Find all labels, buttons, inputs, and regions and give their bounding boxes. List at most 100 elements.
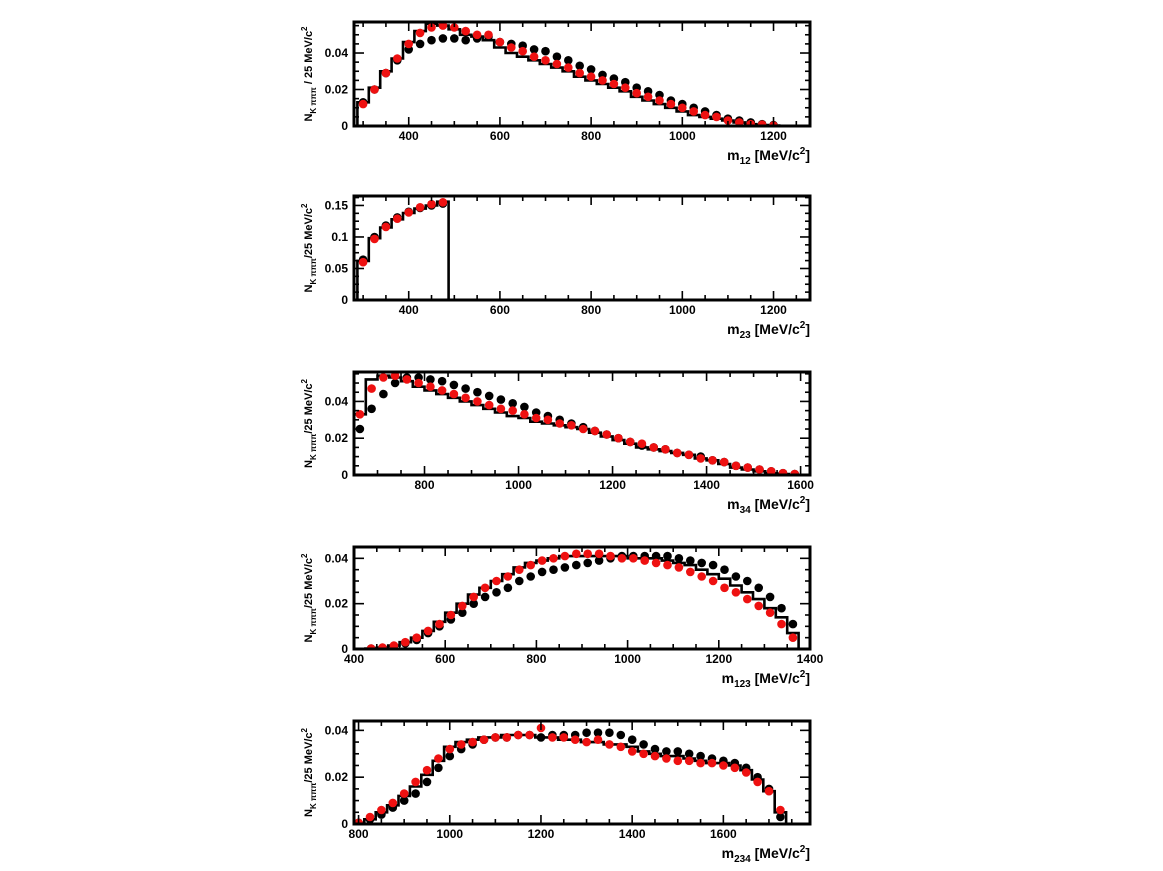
data-point-red	[526, 560, 535, 570]
data-point-black	[720, 565, 729, 574]
data-point-red	[456, 740, 466, 749]
data-point-red	[700, 110, 710, 120]
data-point-black	[399, 796, 409, 805]
plot-frame	[352, 719, 812, 826]
data-point-black	[422, 777, 432, 787]
x-tick-label: 1200	[528, 827, 555, 841]
data-point-red	[388, 798, 398, 808]
data-point-red	[518, 46, 527, 56]
series-black	[355, 373, 799, 475]
data-point-red	[625, 437, 635, 447]
data-point-red	[434, 754, 443, 763]
x-tick-label: 800	[581, 129, 601, 143]
data-point-black	[582, 728, 591, 737]
data-point-red	[696, 758, 705, 768]
data-point-black	[743, 576, 752, 586]
data-point-red	[415, 203, 425, 212]
data-point-red	[548, 733, 557, 742]
data-point-red	[537, 556, 547, 565]
x-label-xlabel_main: m	[727, 147, 739, 163]
data-point-red	[560, 551, 570, 561]
x-tick-label: 1000	[669, 129, 696, 143]
data-point-black	[508, 399, 517, 408]
data-point-black	[627, 735, 637, 744]
data-point-red	[686, 567, 695, 577]
data-point-red	[379, 373, 388, 382]
data-point-red	[427, 199, 436, 209]
data-point-black	[437, 376, 447, 386]
data-point-red	[616, 742, 626, 752]
data-point-black	[469, 599, 479, 608]
data-point-black	[415, 39, 425, 49]
data-point-black	[480, 592, 490, 602]
data-point-red	[411, 777, 420, 787]
x-label-xlabel_sup: 2	[800, 495, 806, 506]
data-point-black	[663, 551, 672, 561]
data-point-red	[450, 23, 459, 32]
x-label-xlabel_main: m	[727, 496, 739, 512]
x-tick-label: 800	[349, 827, 369, 841]
data-point-red	[661, 445, 670, 454]
data-point-black	[438, 34, 448, 43]
data-point-red	[788, 633, 798, 642]
x-axis-label: m12 [MeV/c2]	[727, 146, 810, 167]
data-point-red	[617, 554, 627, 563]
data-point-red	[495, 37, 505, 47]
x-label-xlabel_sub: 12	[740, 156, 752, 167]
data-point-red	[663, 560, 672, 570]
x-axis-label: m123 [MeV/c2]	[722, 669, 810, 690]
x-axis-label: m34 [MeV/c2]	[727, 495, 810, 516]
data-point-red	[449, 389, 459, 399]
data-point-red	[468, 737, 477, 747]
series-black	[358, 199, 448, 264]
data-point-red	[401, 637, 410, 647]
y-label-ylabel_tail: /25 MeV/c	[303, 383, 315, 433]
x-tick-label: 800	[581, 303, 601, 317]
x-tick-label: 1200	[760, 303, 787, 317]
data-point-red	[696, 454, 705, 463]
x-label-xlabel_close: ]	[805, 321, 810, 337]
x-tick-label: 1200	[599, 478, 626, 492]
x-label-xlabel_main: m	[722, 845, 734, 861]
y-tick-label: 0	[341, 293, 348, 307]
y-label-ylabel_sup: 2	[300, 26, 309, 31]
data-point-red	[707, 758, 717, 768]
y-tick-label: 0.02	[325, 431, 349, 445]
y-tick-label: 0.04	[325, 551, 349, 565]
data-point-red	[674, 563, 684, 572]
data-point-black	[411, 789, 420, 798]
x-tick-label: 600	[490, 303, 510, 317]
data-point-red	[743, 463, 752, 472]
data-point-black	[594, 556, 604, 565]
x-label-xlabel_close: ]	[805, 670, 810, 686]
y-label-ylabel_tail: / 25 MeV/c	[303, 31, 315, 87]
y-axis-label: NK πππ / 25 MeV/c2	[300, 26, 318, 122]
data-point-red	[438, 198, 448, 207]
x-tick-label: 400	[399, 129, 419, 143]
data-point-red	[552, 59, 562, 69]
y-label-ylabel_tail: /25 MeV/c	[303, 732, 315, 782]
x-tick-label: 400	[399, 303, 419, 317]
data-point-red	[438, 22, 448, 30]
data-point-red	[402, 375, 412, 384]
data-point-red	[777, 619, 786, 629]
data-point-red	[370, 85, 379, 94]
x-tick-label: 1400	[619, 827, 646, 841]
data-point-black	[484, 391, 494, 401]
data-point-red	[531, 413, 541, 423]
x-tick-label: 1200	[760, 129, 787, 143]
data-point-red	[559, 733, 569, 742]
data-point-red	[381, 222, 391, 232]
data-point-red	[358, 99, 368, 109]
x-label-xlabel_close: ]	[805, 845, 810, 861]
data-point-black	[536, 733, 546, 742]
data-point-red	[689, 107, 698, 116]
data-point-black	[605, 728, 614, 737]
data-point-red	[731, 461, 741, 471]
data-point-black	[708, 560, 718, 570]
data-point-red	[513, 730, 523, 740]
data-point-red	[496, 404, 506, 414]
data-point-red	[446, 610, 456, 620]
